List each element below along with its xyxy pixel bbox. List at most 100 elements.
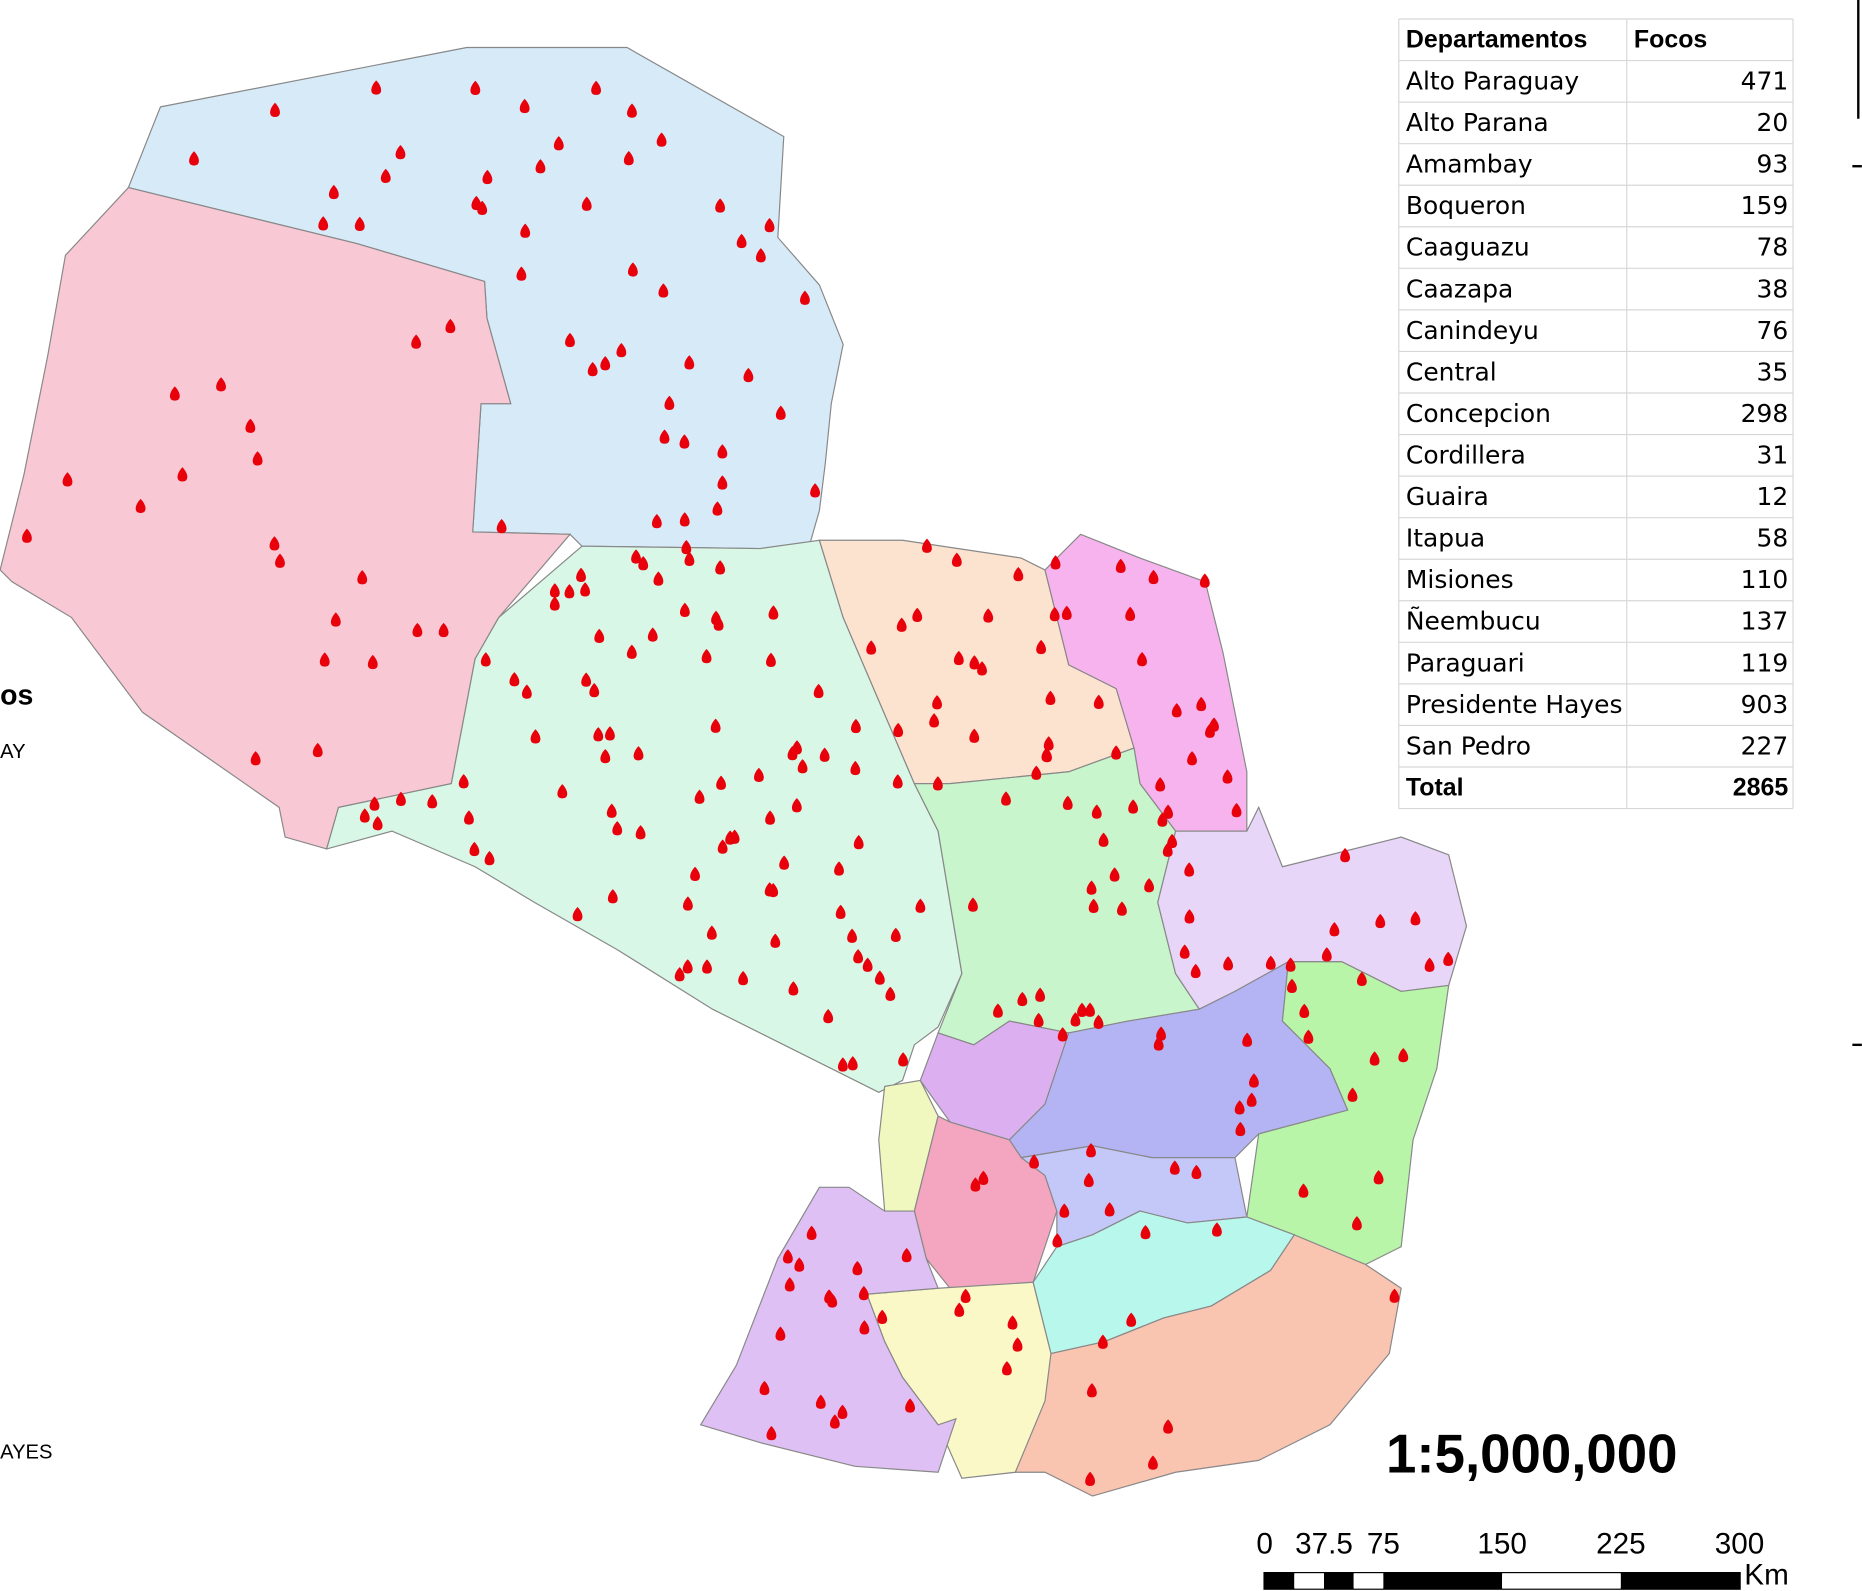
fire-point	[1033, 1012, 1044, 1028]
fire-point	[135, 498, 146, 514]
fire-point	[775, 1326, 786, 1341]
fire-point	[1356, 971, 1367, 986]
fire-point	[1169, 1160, 1180, 1175]
fire-point	[684, 355, 695, 370]
fire-point	[1070, 1012, 1081, 1027]
fire-point	[1012, 1337, 1023, 1352]
fire-point	[823, 1009, 834, 1024]
fire-point	[1031, 765, 1042, 780]
fire-point	[968, 897, 978, 912]
fire-point	[1045, 690, 1056, 705]
fire-point	[1179, 944, 1190, 959]
fire-point	[810, 483, 820, 498]
fire-point	[1246, 1092, 1257, 1107]
fire-count: 20	[1757, 108, 1789, 137]
fire-point	[470, 80, 481, 96]
fire-point	[1050, 555, 1061, 570]
table-header: Focos	[1634, 26, 1707, 54]
fire-point	[557, 784, 568, 799]
fire-point	[969, 728, 980, 743]
fire-point	[1163, 1419, 1173, 1434]
fire-point	[978, 1170, 989, 1186]
fire-point	[1235, 1121, 1246, 1137]
fire-point	[717, 475, 728, 490]
fire-point	[1199, 573, 1210, 588]
fire-point	[626, 644, 637, 659]
fire-point	[633, 746, 644, 761]
department-name: Cordillera	[1406, 441, 1526, 470]
scale-segment	[1502, 1573, 1621, 1589]
fire-point	[1097, 1334, 1108, 1349]
fire-point	[651, 514, 662, 529]
fire-point	[953, 650, 964, 666]
fire-point	[581, 196, 592, 211]
fire-point	[717, 839, 728, 854]
fires	[22, 80, 1454, 1487]
fire-point	[850, 760, 861, 776]
fire-point	[664, 395, 675, 410]
fire-point	[1347, 1087, 1358, 1102]
fire-point	[1077, 1002, 1087, 1017]
fire-point	[412, 622, 423, 638]
fire-point	[1287, 978, 1297, 994]
fire-point	[565, 332, 575, 348]
fire-point	[1144, 878, 1154, 893]
fire-count: 903	[1741, 690, 1789, 719]
fire-point	[395, 144, 406, 160]
fire-point	[764, 217, 775, 233]
fire-point	[1061, 605, 1072, 620]
fire-point	[469, 841, 480, 857]
fire-point	[616, 343, 627, 358]
fire-point	[627, 262, 638, 277]
fire-point	[1083, 1172, 1094, 1188]
fire-point	[694, 789, 705, 804]
fire-point	[1091, 804, 1102, 819]
fire-point	[380, 168, 391, 183]
department	[913, 1115, 1058, 1289]
department-name: Canindeyu	[1406, 316, 1539, 345]
fire-point	[764, 882, 775, 897]
fire-point	[738, 971, 749, 986]
fire-point	[593, 727, 604, 742]
fire-point	[679, 512, 690, 527]
fire-point	[572, 906, 583, 922]
scale-segment	[1324, 1573, 1354, 1589]
fire-point	[729, 829, 740, 844]
fire-count: 78	[1757, 233, 1789, 262]
fire-point	[1184, 862, 1195, 877]
fire-point	[847, 928, 857, 943]
department	[1246, 961, 1450, 1266]
fire-point	[581, 672, 592, 687]
fire-point	[1148, 1455, 1158, 1470]
scale-tick-label: 225	[1596, 1528, 1646, 1561]
fire-point	[932, 695, 942, 710]
fire-point	[580, 582, 591, 597]
fire-point	[1049, 607, 1060, 622]
fire-point	[1115, 558, 1126, 574]
fire-point	[250, 751, 261, 766]
fire-point	[1093, 694, 1104, 710]
fire-point	[659, 429, 670, 444]
fire-point	[993, 1003, 1003, 1018]
fire-point	[530, 729, 541, 744]
fire-point	[1373, 1170, 1384, 1185]
fire-point	[960, 1288, 971, 1304]
department-name: Alto Parana	[1406, 108, 1549, 137]
fire-point	[1298, 1183, 1309, 1198]
fire-point	[589, 683, 600, 698]
fire-count: 38	[1757, 274, 1789, 303]
fire-point	[674, 967, 685, 982]
fire-point	[970, 1177, 981, 1192]
fire-point	[682, 959, 693, 974]
fire-point	[905, 1398, 915, 1413]
fire-point	[1398, 1047, 1409, 1063]
fire-point	[682, 896, 693, 911]
fire-point	[357, 570, 368, 585]
fire-point	[1125, 606, 1136, 622]
fire-point	[1140, 1225, 1151, 1240]
fire-point	[1299, 1003, 1310, 1019]
fire-point	[922, 538, 932, 553]
fire-point	[1126, 1312, 1137, 1327]
fire-point	[553, 136, 564, 151]
